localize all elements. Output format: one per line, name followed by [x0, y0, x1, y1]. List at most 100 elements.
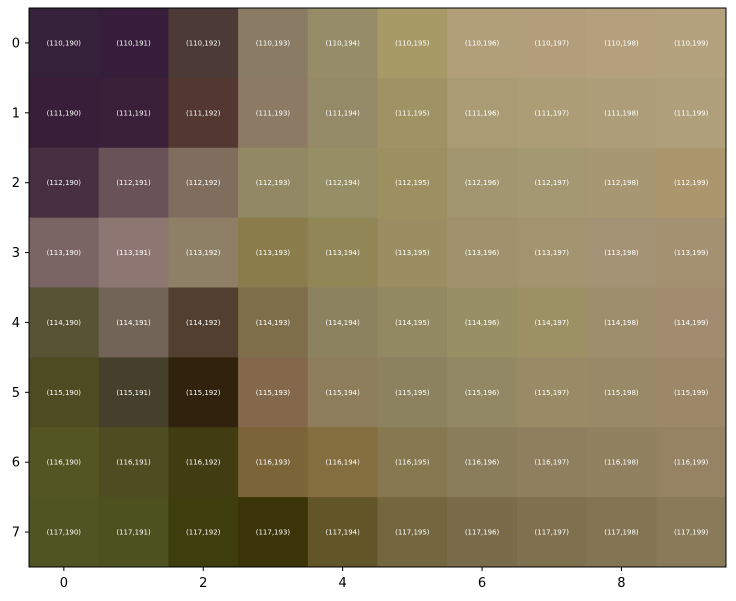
cell-label: (113,197) — [535, 249, 570, 257]
heatmap-cell — [168, 8, 239, 79]
heatmap-cell — [168, 427, 239, 498]
heatmap-cell — [29, 427, 100, 498]
heatmap-cell — [98, 287, 169, 358]
heatmap-cells — [29, 8, 727, 568]
heatmap-cell — [98, 357, 169, 428]
cell-label: (117,193) — [256, 529, 291, 537]
cell-label: (113,195) — [395, 249, 430, 257]
heatmap-cell — [238, 427, 309, 498]
cell-label: (110,191) — [116, 39, 151, 47]
cell-label: (113,198) — [604, 249, 639, 257]
heatmap-cell — [29, 497, 100, 568]
cell-label: (111,194) — [325, 109, 360, 117]
y-tick-label: 3 — [12, 246, 20, 261]
heatmap-cell — [29, 147, 100, 219]
heatmap-cell — [168, 357, 239, 428]
heatmap-cell — [447, 147, 518, 219]
heatmap-cell — [98, 77, 169, 149]
heatmap-cell — [656, 357, 727, 428]
heatmap-cell — [656, 8, 727, 79]
heatmap-cell — [656, 147, 727, 219]
heatmap-cell — [516, 147, 588, 219]
heatmap-cell — [586, 497, 657, 568]
cell-label: (113,194) — [325, 249, 360, 257]
heatmap-cell — [98, 217, 169, 288]
heatmap-cell — [377, 287, 448, 358]
cell-label: (116,191) — [116, 459, 151, 467]
heatmap-cell — [238, 77, 309, 149]
cell-label: (116,196) — [465, 459, 500, 467]
y-tick-label: 7 — [12, 526, 20, 541]
cell-label: (115,199) — [674, 389, 709, 397]
cell-label: (112,196) — [465, 179, 500, 187]
heatmap-cell — [447, 77, 518, 149]
cell-label: (116,198) — [604, 459, 639, 467]
heatmap-cell — [238, 357, 309, 428]
plot-frame — [28, 7, 727, 568]
cell-label: (114,196) — [465, 319, 500, 327]
y-tick-label: 6 — [12, 456, 20, 471]
cell-label: (112,192) — [186, 179, 221, 187]
x-tick-label: 4 — [339, 576, 347, 591]
heatmap-cell — [656, 427, 727, 498]
y-tick-label: 5 — [12, 386, 20, 401]
heatmap-cell — [307, 217, 378, 288]
cell-label: (115,191) — [116, 389, 151, 397]
cell-label: (114,198) — [604, 319, 639, 327]
cell-label: (114,192) — [186, 319, 221, 327]
cell-label: (115,198) — [604, 389, 639, 397]
heatmap-cell — [447, 217, 518, 288]
cell-label: (117,199) — [674, 529, 709, 537]
cell-label: (110,195) — [395, 39, 430, 47]
cell-label: (110,194) — [325, 39, 360, 47]
x-axis: 0 2 4 6 8 — [60, 567, 626, 591]
heatmap-cell — [377, 427, 448, 498]
heatmap-cell — [307, 147, 378, 219]
cell-label: (113,191) — [116, 249, 151, 257]
cell-label: (112,194) — [325, 179, 360, 187]
heatmap-cell — [98, 497, 169, 568]
heatmap-cell — [377, 8, 448, 79]
heatmap-cell — [98, 8, 169, 79]
heatmap-cell — [238, 497, 309, 568]
cell-label: (115,195) — [395, 389, 430, 397]
cell-label: (117,192) — [186, 529, 221, 537]
cell-label: (113,192) — [186, 249, 221, 257]
heatmap-cell — [307, 8, 378, 79]
y-axis: 0 1 2 3 4 5 6 7 — [12, 36, 29, 541]
y-tick-label: 2 — [12, 176, 20, 191]
cell-label: (111,196) — [465, 109, 500, 117]
cell-label: (110,196) — [465, 39, 500, 47]
cell-label: (117,197) — [535, 529, 570, 537]
heatmap-cell — [98, 147, 169, 219]
heatmap-cell — [447, 497, 518, 568]
cell-label: (115,193) — [256, 389, 291, 397]
cell-label: (117,190) — [47, 529, 82, 537]
cell-label: (117,195) — [395, 529, 430, 537]
cell-label: (114,195) — [395, 319, 430, 327]
heatmap-cell — [238, 147, 309, 219]
heatmap-cell — [656, 497, 727, 568]
cell-label: (111,199) — [674, 109, 709, 117]
cell-label: (112,195) — [395, 179, 430, 187]
heatmap-cell — [447, 287, 518, 358]
heatmap-cell — [377, 217, 448, 288]
cell-label: (117,196) — [465, 529, 500, 537]
cell-label: (112,190) — [47, 179, 82, 187]
cell-label: (111,197) — [535, 109, 570, 117]
heatmap-cell — [29, 287, 100, 358]
heatmap-cell — [238, 287, 309, 358]
cell-label: (115,192) — [186, 389, 221, 397]
heatmap-cell — [377, 77, 448, 149]
heatmap-cell — [586, 427, 657, 498]
heatmap-cell — [586, 147, 657, 219]
heatmap-cell — [238, 217, 309, 288]
heatmap-cell — [656, 287, 727, 358]
heatmap-cell — [377, 147, 448, 219]
cell-label: (110,190) — [47, 39, 82, 47]
heatmap-cell — [516, 497, 588, 568]
cell-labels: (110,190) (110,191) (110,192) (110,193) (110… — [47, 39, 709, 536]
heatmap-cell — [168, 77, 239, 149]
cell-label: (110,193) — [256, 39, 291, 47]
heatmap-cell — [168, 147, 239, 219]
